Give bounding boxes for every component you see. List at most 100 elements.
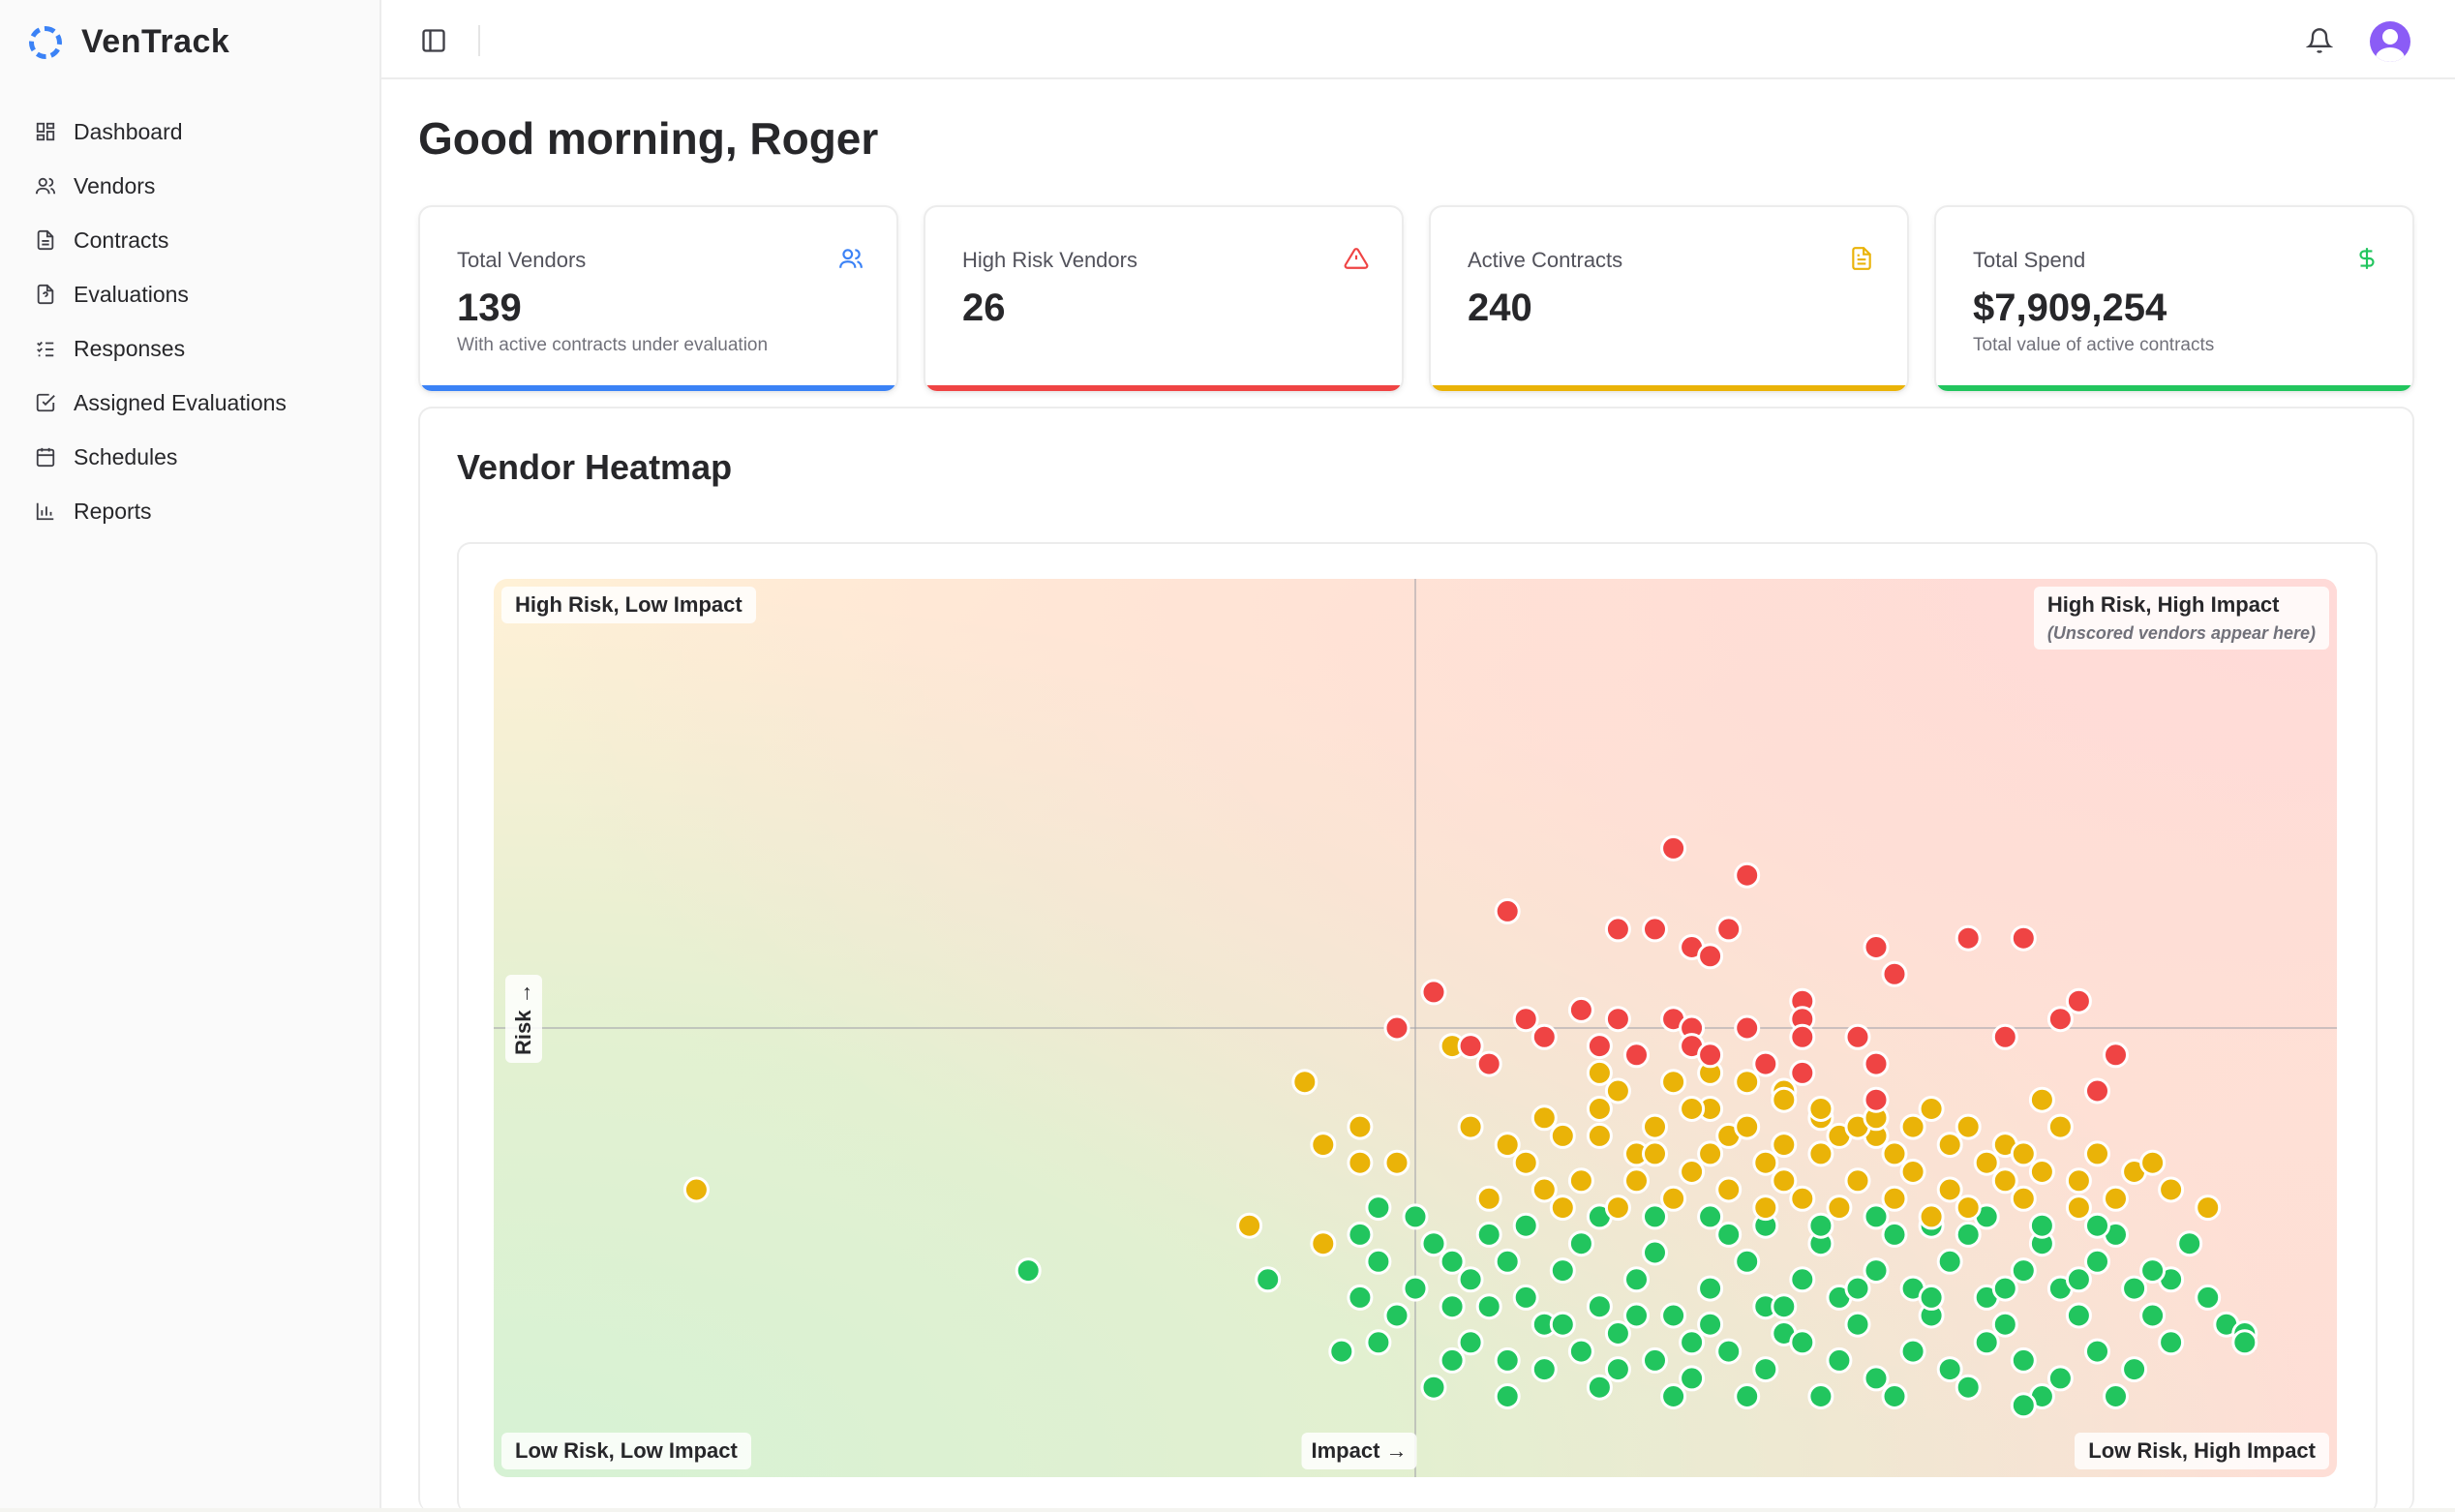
vendor-point[interactable] [1383, 1014, 1410, 1042]
vendor-point[interactable] [2046, 1113, 2074, 1140]
vendor-point[interactable] [1991, 1275, 2018, 1302]
vendor-point[interactable] [1899, 1338, 1926, 1365]
vendor-point[interactable] [1715, 916, 1743, 943]
stat-card-high-risk-vendors[interactable]: High Risk Vendors 26 [924, 205, 1404, 393]
vendor-point[interactable] [1844, 1023, 1871, 1050]
vendor-point[interactable] [1291, 1069, 1318, 1096]
sidebar-item-schedules[interactable]: Schedules [23, 430, 352, 484]
vendor-point[interactable] [1863, 934, 1890, 960]
vendor-point[interactable] [1844, 1167, 1871, 1194]
vendor-point[interactable] [2084, 1338, 2110, 1365]
vendor-point[interactable] [2195, 1194, 2222, 1222]
vendor-point[interactable] [1567, 1230, 1594, 1257]
vendor-point[interactable] [1697, 1275, 1724, 1302]
vendor-point[interactable] [1697, 943, 1724, 970]
vendor-point[interactable] [1567, 996, 1594, 1023]
sidebar-item-contracts[interactable]: Contracts [23, 213, 352, 267]
vendor-point[interactable] [1623, 1302, 1650, 1329]
vendor-point[interactable] [2065, 987, 2092, 1014]
vendor-point[interactable] [1347, 1113, 1374, 1140]
vendor-point[interactable] [2028, 1159, 2055, 1185]
vendor-point[interactable] [1494, 897, 1521, 924]
vendor-point[interactable] [1881, 960, 1908, 987]
vendor-point[interactable] [1752, 1050, 1779, 1077]
sidebar-item-reports[interactable]: Reports [23, 484, 352, 538]
vendor-point[interactable] [1807, 1096, 1834, 1122]
vendor-point[interactable] [1660, 1302, 1687, 1329]
vendor-point[interactable] [1734, 1069, 1761, 1096]
vendor-point[interactable] [1826, 1346, 1853, 1374]
vendor-point[interactable] [1475, 1221, 1502, 1248]
vendor-point[interactable] [1549, 1257, 1576, 1285]
vendor-point[interactable] [1789, 1329, 1816, 1356]
vendor-point[interactable] [1457, 1329, 1484, 1356]
vendor-point[interactable] [2139, 1302, 2167, 1329]
vendor-point[interactable] [1531, 1176, 1558, 1203]
vendor-point[interactable] [1697, 1203, 1724, 1230]
vendor-point[interactable] [1567, 1167, 1594, 1194]
vendor-point[interactable] [1679, 1365, 1706, 1392]
vendor-point[interactable] [2084, 1077, 2110, 1104]
vendor-point[interactable] [2158, 1176, 2185, 1203]
vendor-point[interactable] [1715, 1338, 1743, 1365]
vendor-point[interactable] [1310, 1132, 1337, 1159]
vendor-point[interactable] [1604, 1006, 1631, 1033]
vendor-point[interactable] [1383, 1149, 1410, 1176]
vendor-point[interactable] [2195, 1284, 2222, 1311]
vendor-point[interactable] [2065, 1266, 2092, 1293]
vendor-point[interactable] [1586, 1122, 1613, 1149]
vendor-point[interactable] [1236, 1212, 1263, 1239]
vendor-point[interactable] [1420, 979, 1447, 1006]
vendor-point[interactable] [2084, 1248, 2110, 1275]
vendor-point[interactable] [1604, 1194, 1631, 1222]
vendor-point[interactable] [1752, 1356, 1779, 1383]
vendor-point[interactable] [1549, 1194, 1576, 1222]
vendor-point[interactable] [1402, 1275, 1429, 1302]
vendor-point[interactable] [1347, 1221, 1374, 1248]
vendor-point[interactable] [1715, 1176, 1743, 1203]
vendor-point[interactable] [1255, 1266, 1282, 1293]
vendor-point[interactable] [1734, 1248, 1761, 1275]
vendor-point[interactable] [1918, 1203, 1945, 1230]
vendor-point[interactable] [1863, 1365, 1890, 1392]
vendor-point[interactable] [1512, 1006, 1539, 1033]
vendor-point[interactable] [1936, 1356, 1963, 1383]
vendor-point[interactable] [1642, 1239, 1668, 1266]
vendor-point[interactable] [2103, 1042, 2129, 1069]
vendor-point[interactable] [682, 1176, 710, 1203]
vendor-point[interactable] [1991, 1167, 2018, 1194]
vendor-point[interactable] [2176, 1230, 2203, 1257]
vendor-point[interactable] [1642, 1113, 1668, 1140]
vendor-point[interactable] [1604, 1356, 1631, 1383]
vendor-point[interactable] [1604, 1320, 1631, 1346]
vendor-point[interactable] [1752, 1194, 1779, 1222]
vendor-point[interactable] [2103, 1383, 2129, 1409]
vendor-point[interactable] [1586, 1374, 1613, 1401]
vendor-point[interactable] [1494, 1132, 1521, 1159]
vendor-point[interactable] [2103, 1185, 2129, 1212]
vendor-point[interactable] [1586, 1293, 1613, 1320]
vendor-point[interactable] [2046, 1365, 2074, 1392]
vendor-point[interactable] [2158, 1329, 2185, 1356]
vendor-point[interactable] [1955, 1374, 1982, 1401]
vendor-point[interactable] [1531, 1104, 1558, 1132]
vendor-point[interactable] [1586, 1096, 1613, 1122]
vendor-point[interactable] [2010, 1392, 2037, 1419]
vendor-point[interactable] [1420, 1230, 1447, 1257]
vendor-point[interactable] [1365, 1194, 1392, 1222]
brand[interactable]: VenTrack [29, 23, 229, 61]
vendor-point[interactable] [1623, 1266, 1650, 1293]
vendor-point[interactable] [1771, 1086, 1798, 1113]
vendor-point[interactable] [1973, 1149, 2000, 1176]
vendor-point[interactable] [1789, 1266, 1816, 1293]
vendor-point[interactable] [2231, 1329, 2258, 1356]
vendor-point[interactable] [1881, 1185, 1908, 1212]
stat-card-active-contracts[interactable]: Active Contracts 240 [1429, 205, 1909, 393]
vendor-point[interactable] [1439, 1248, 1466, 1275]
vendor-point[interactable] [1512, 1149, 1539, 1176]
vendor-point[interactable] [1844, 1311, 1871, 1338]
stat-card-total-spend[interactable]: Total Spend $7,909,254 Total value of ac… [1934, 205, 2414, 393]
vendor-point[interactable] [1420, 1374, 1447, 1401]
vendor-point[interactable] [1955, 1194, 1982, 1222]
vendor-point[interactable] [1586, 1059, 1613, 1086]
